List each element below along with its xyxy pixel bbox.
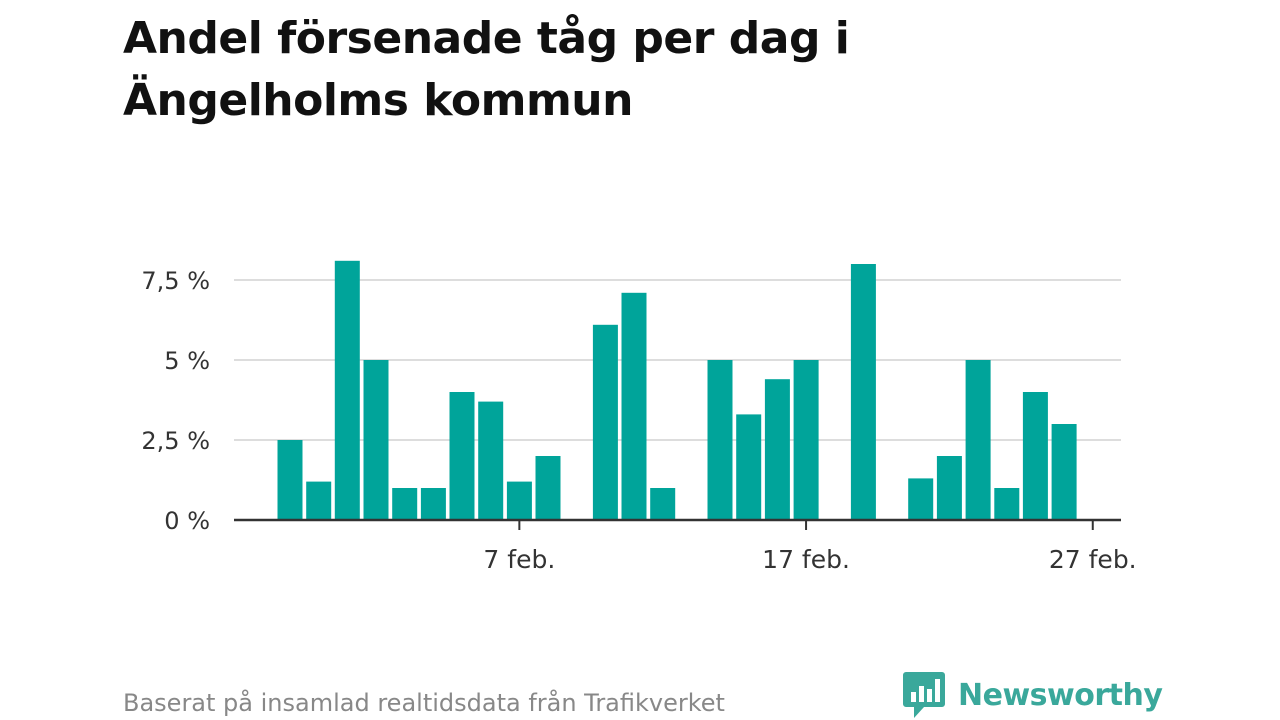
bar	[306, 481, 332, 520]
bar	[392, 488, 418, 520]
axes: 0 % 2,5 % 5 % 7,5 % 7 feb. 17 feb. 27 feb.	[141, 267, 1136, 574]
x-tick-label: 27 feb.	[1049, 545, 1137, 574]
bar	[478, 401, 504, 520]
brand-name: Newsworthy	[958, 677, 1163, 713]
x-tick-label: 7 feb.	[483, 545, 555, 574]
bar	[334, 260, 360, 520]
bar	[1022, 392, 1048, 520]
bar	[936, 456, 962, 520]
brand-logo[interactable]: Newsworthy	[902, 670, 1163, 720]
y-tick-label: 5 %	[164, 347, 210, 375]
bar	[277, 440, 303, 520]
bar	[420, 488, 446, 520]
bar	[363, 360, 389, 520]
bar	[506, 481, 532, 520]
bar	[1051, 424, 1077, 520]
bar	[793, 360, 819, 520]
bar	[707, 360, 733, 520]
bar	[736, 414, 762, 520]
bar	[994, 488, 1020, 520]
bar	[449, 392, 475, 520]
bar-chart: 0 % 2,5 % 5 % 7,5 % 7 feb. 17 feb. 27 feb.	[141, 260, 1137, 574]
chart-title: Andel försenade tåg per dag i Ängelholms…	[123, 13, 850, 126]
bar	[965, 360, 991, 520]
y-tick-label: 2,5 %	[141, 427, 210, 455]
y-tick-label: 0 %	[164, 507, 210, 535]
x-tick-label: 17 feb.	[762, 545, 850, 574]
bar	[621, 292, 647, 520]
bar	[650, 488, 676, 520]
bar	[850, 264, 876, 520]
y-tick-label: 7,5 %	[141, 267, 210, 295]
bar	[908, 478, 934, 520]
newsworthy-logo-icon	[903, 672, 945, 718]
source-note: Baserat på insamlad realtidsdata från Tr…	[123, 689, 725, 717]
bar	[535, 456, 561, 520]
bar	[592, 324, 618, 520]
bar	[764, 379, 790, 520]
bars	[277, 260, 1077, 520]
